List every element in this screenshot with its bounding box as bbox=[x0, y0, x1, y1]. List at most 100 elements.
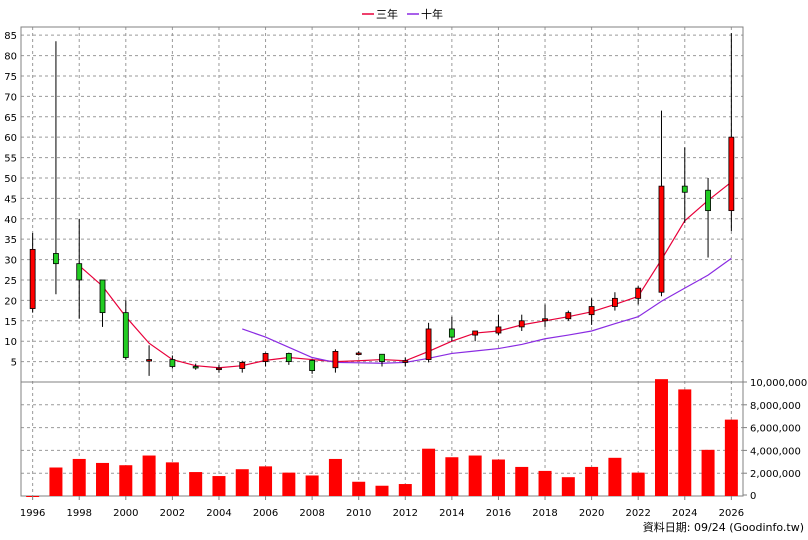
volume-bar bbox=[491, 459, 505, 496]
volume-bar bbox=[608, 457, 622, 496]
year-tick-label: 2012 bbox=[393, 508, 418, 519]
volume-bar bbox=[305, 475, 319, 496]
candle-body bbox=[379, 353, 385, 362]
volume-bar bbox=[119, 465, 133, 496]
candle-body bbox=[216, 367, 222, 371]
year-tick-label: 2002 bbox=[160, 508, 185, 519]
series-line bbox=[242, 257, 732, 364]
candle-body bbox=[192, 366, 199, 369]
price-tick-label: 70 bbox=[4, 92, 17, 103]
volume-bar bbox=[445, 457, 459, 496]
price-tick-label: 60 bbox=[4, 133, 17, 144]
year-axis-ticks: 1996 1998 2000 2002 2004 2006 2008 2010 2012 2014… bbox=[20, 496, 744, 519]
volume-tick-label: 8,000,000 bbox=[750, 401, 801, 412]
candle-body bbox=[588, 306, 595, 316]
year-tick-label: 1996 bbox=[20, 508, 45, 519]
candle-body bbox=[53, 253, 59, 265]
volume-bar bbox=[212, 476, 226, 496]
grid-lines bbox=[21, 27, 743, 496]
year-tick-label: 2018 bbox=[532, 508, 557, 519]
year-tick-label: 2004 bbox=[206, 508, 231, 519]
candle-body bbox=[309, 359, 316, 371]
price-tick-label: 15 bbox=[4, 317, 17, 328]
volume-bar bbox=[96, 462, 110, 496]
year-tick-label: 1998 bbox=[66, 508, 91, 519]
legend: 三年 十年 bbox=[362, 7, 443, 21]
volume-bar bbox=[585, 466, 599, 496]
price-tick-label: 75 bbox=[4, 72, 17, 83]
volume-bar bbox=[398, 484, 412, 496]
volume-bar bbox=[631, 472, 645, 496]
candle-body bbox=[262, 353, 269, 362]
year-tick-label: 2024 bbox=[672, 508, 697, 519]
year-tick-label: 2022 bbox=[625, 508, 650, 519]
volume-bar bbox=[328, 458, 342, 496]
candle-body bbox=[448, 328, 455, 338]
year-tick-label: 2008 bbox=[299, 508, 324, 519]
volume-bar bbox=[701, 449, 715, 496]
legend-label: 三年 bbox=[376, 7, 398, 21]
candle-body bbox=[332, 350, 339, 369]
price-tick-label: 65 bbox=[4, 113, 17, 124]
price-axis-ticks: 5 10 15 20 25 30 35 40 45 50 55 60 65 70 75 80 85 bbox=[4, 31, 17, 368]
candle-body bbox=[355, 352, 362, 355]
volume-bar bbox=[515, 466, 529, 496]
candle-body bbox=[635, 287, 642, 299]
volume-tick-label: 4,000,000 bbox=[750, 446, 801, 457]
volume-bar bbox=[142, 455, 156, 496]
candle-body bbox=[705, 189, 711, 212]
volume-bar bbox=[375, 485, 389, 496]
volume-bar bbox=[72, 458, 86, 496]
volume-bar bbox=[282, 472, 296, 496]
candle-body bbox=[239, 362, 246, 369]
year-tick-label: 2000 bbox=[113, 508, 138, 519]
legend-label: 十年 bbox=[421, 7, 443, 21]
volume-bar bbox=[49, 467, 63, 496]
year-tick-label: 2020 bbox=[579, 508, 604, 519]
volume-tick-label: 10,000,000 bbox=[750, 378, 807, 389]
candle-body bbox=[495, 326, 502, 334]
plot-border bbox=[20, 26, 744, 497]
price-tick-label: 85 bbox=[4, 31, 17, 42]
price-tick-label: 40 bbox=[4, 215, 17, 226]
candle-body bbox=[472, 330, 479, 336]
volume-bar bbox=[352, 481, 366, 496]
year-tick-label: 2026 bbox=[719, 508, 744, 519]
candle-body bbox=[612, 297, 618, 307]
volume-bar bbox=[538, 470, 552, 496]
price-tick-label: 30 bbox=[4, 256, 17, 267]
price-tick-label: 20 bbox=[4, 296, 17, 307]
volume-bar bbox=[468, 455, 482, 496]
candle-body bbox=[518, 320, 525, 328]
year-tick-label: 2016 bbox=[486, 508, 511, 519]
volume-bar bbox=[561, 477, 575, 496]
candle-body bbox=[146, 359, 152, 362]
price-tick-label: 25 bbox=[4, 276, 17, 287]
candle-body bbox=[565, 312, 572, 320]
price-tick-label: 55 bbox=[4, 154, 17, 165]
volume-bar bbox=[654, 379, 668, 496]
candle-body bbox=[681, 185, 688, 193]
candle-body bbox=[99, 279, 106, 314]
volume-bar bbox=[678, 389, 692, 496]
year-tick-label: 2014 bbox=[439, 508, 464, 519]
volume-bar bbox=[259, 466, 273, 496]
volume-tick-label: 0 bbox=[750, 491, 756, 502]
candlesticks bbox=[29, 33, 735, 376]
volume-bar bbox=[235, 469, 249, 496]
candle-body bbox=[76, 263, 83, 281]
volume-bars bbox=[26, 379, 738, 497]
volume-tick-label: 6,000,000 bbox=[750, 424, 801, 435]
candle-body bbox=[169, 359, 176, 367]
volume-bar bbox=[189, 472, 203, 496]
price-tick-label: 35 bbox=[4, 235, 17, 246]
volume-bar bbox=[422, 448, 436, 496]
plot-frame bbox=[20, 26, 744, 497]
candle-body bbox=[542, 318, 548, 322]
candle-body bbox=[122, 312, 129, 358]
candle-body bbox=[402, 360, 409, 363]
price-tick-label: 50 bbox=[4, 174, 17, 185]
source-note: 資料日期: 09/24 (Goodinfo.tw) bbox=[643, 520, 804, 534]
candle-body bbox=[425, 328, 432, 360]
